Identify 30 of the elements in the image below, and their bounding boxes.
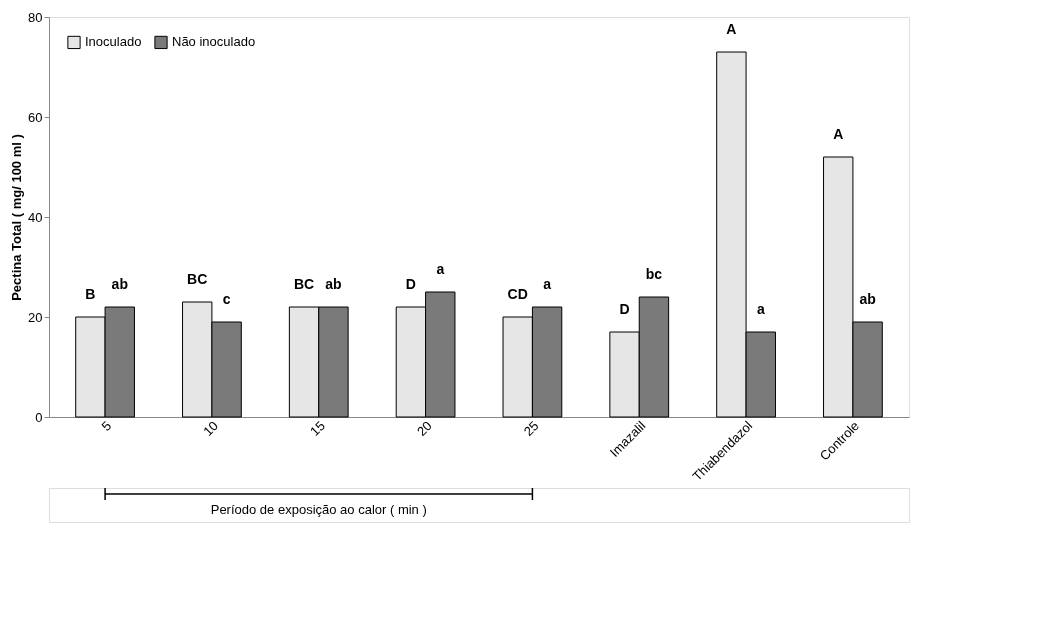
annotation: ab: [859, 291, 876, 307]
annotation: CD: [507, 286, 528, 302]
y-axis-title: Pectina Total ( mg/ 100 ml ): [9, 134, 25, 301]
annotation: D: [405, 276, 416, 292]
y-tick-label: 60: [28, 109, 43, 125]
annotation: BC: [293, 276, 315, 292]
annotation: a: [756, 301, 765, 317]
annotation: a: [543, 276, 552, 292]
annotation: BC: [187, 271, 208, 287]
annotation: D: [619, 301, 630, 317]
x-tick-label: 15: [307, 418, 328, 439]
y-tick-label: 80: [28, 9, 43, 25]
annotation: ab: [111, 276, 128, 292]
legend-label: Não inoculado: [172, 34, 256, 50]
annotation: c: [222, 291, 231, 307]
text: Período de exposição ao calor ( min ): [210, 502, 427, 517]
y-tick-label: 20: [28, 309, 43, 325]
annotation: A: [726, 21, 737, 37]
legend-label: Inoculado: [85, 34, 142, 50]
annotation: bc: [645, 266, 663, 282]
annotation: a: [436, 261, 445, 277]
annotation: ab: [325, 276, 342, 292]
x-tick-label: 5: [98, 418, 115, 434]
annotation: B: [85, 286, 96, 302]
x-tick-label: 20: [413, 418, 435, 439]
y-tick-label: 0: [35, 409, 43, 425]
annotation: A: [833, 126, 844, 142]
x-tick-label: 10: [200, 418, 222, 439]
y-tick-label: 40: [28, 209, 43, 225]
x-tick-label: 25: [520, 418, 542, 439]
